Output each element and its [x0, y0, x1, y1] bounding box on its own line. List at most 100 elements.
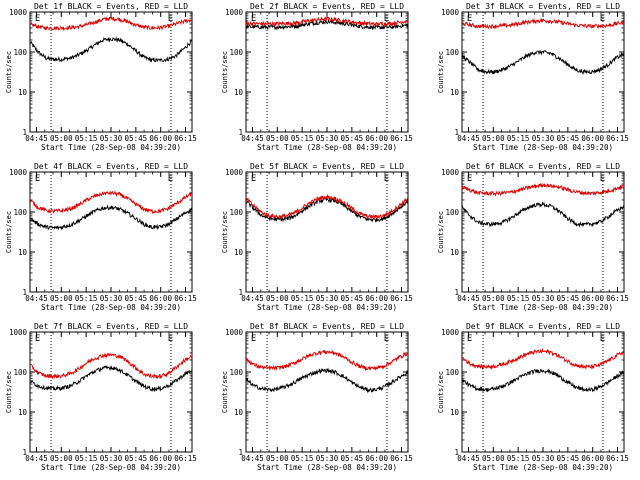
y-axis-label: Counts/sec	[5, 51, 13, 93]
chart-panel-6: Det 6f BLACK = Events, RED = LLD 1 10 100 10…	[437, 162, 629, 312]
x-tick-label: 05:30	[316, 134, 339, 143]
event-marker: E	[384, 334, 389, 344]
y-tick-label: 1	[238, 288, 243, 297]
chart-title: Det 1f BLACK = Events, RED = LLD	[34, 2, 188, 11]
event-marker: E	[600, 14, 605, 24]
y-axis-label: Counts/sec	[221, 211, 229, 253]
x-tick-label: 04:45	[241, 134, 264, 143]
x-tick-label: 05:45	[557, 134, 580, 143]
y-tick-label: 1000	[9, 8, 28, 17]
x-tick-label: 05:45	[557, 454, 580, 463]
event-marker: E	[467, 14, 472, 24]
lld-series-line	[29, 16, 193, 32]
x-tick-label: 05:15	[291, 294, 314, 303]
plot-frame	[461, 171, 625, 293]
event-marker: E	[251, 334, 256, 344]
chart-panel-7: Det 7f BLACK = Events, RED = LLD 1 10 100 10…	[5, 322, 197, 472]
x-tick-label: 05:30	[316, 454, 339, 463]
x-tick-label: 04:45	[25, 134, 48, 143]
x-tick-label: 04:45	[241, 454, 264, 463]
y-tick-label: 10	[18, 408, 28, 417]
events-series-line	[461, 368, 625, 393]
y-tick-label: 1000	[9, 328, 28, 337]
x-tick-label: 06:15	[606, 294, 629, 303]
events-series-line	[29, 36, 193, 63]
x-tick-label: 06:15	[174, 134, 197, 143]
x-tick-label: 05:00	[50, 454, 73, 463]
event-marker: E	[168, 334, 173, 344]
x-tick-label: 06:15	[606, 134, 629, 143]
x-tick-label: 06:15	[390, 294, 413, 303]
y-axis-label: Counts/sec	[437, 211, 445, 253]
x-tick-label: 06:00	[149, 134, 172, 143]
y-tick-label: 100	[445, 208, 459, 217]
x-tick-label: 05:00	[482, 294, 505, 303]
x-tick-label: 05:45	[125, 294, 148, 303]
x-tick-label: 04:45	[457, 294, 480, 303]
y-tick-label: 1000	[441, 168, 460, 177]
y-axis-label: Counts/sec	[221, 51, 229, 93]
x-tick-label: 06:00	[365, 454, 388, 463]
events-series-line	[461, 201, 625, 228]
events-series-line	[461, 50, 625, 75]
events-series-line	[30, 365, 193, 393]
x-tick-label: 06:15	[174, 294, 197, 303]
y-tick-label: 10	[234, 248, 244, 257]
x-tick-label: 05:30	[100, 134, 123, 143]
y-axis-label: Counts/sec	[5, 371, 13, 413]
y-tick-label: 10	[450, 408, 460, 417]
event-marker: E	[35, 174, 40, 184]
chart-title: Det 3f BLACK = Events, RED = LLD	[466, 2, 620, 11]
y-tick-label: 10	[18, 88, 28, 97]
y-tick-label: 1	[454, 128, 459, 137]
event-marker: E	[600, 174, 605, 184]
y-axis-label: Counts/sec	[221, 371, 229, 413]
x-tick-label: 04:45	[25, 454, 48, 463]
x-axis-label: Start Time (28-Sep-08 04:39:20)	[41, 143, 181, 152]
event-marker: E	[384, 174, 389, 184]
x-tick-label: 06:15	[174, 454, 197, 463]
event-marker: E	[251, 174, 256, 184]
chart-panel-4: Det 4f BLACK = Events, RED = LLD 1 10 100 10…	[5, 162, 197, 312]
y-tick-label: 1000	[9, 168, 28, 177]
y-tick-label: 100	[13, 208, 27, 217]
chart-title: Det 4f BLACK = Events, RED = LLD	[34, 162, 188, 171]
y-tick-label: 100	[13, 368, 27, 377]
event-marker: E	[467, 334, 472, 344]
y-tick-label: 1000	[225, 168, 244, 177]
events-series-line	[245, 367, 409, 394]
x-tick-label: 05:45	[341, 454, 364, 463]
y-tick-label: 100	[13, 48, 27, 57]
x-tick-label: 06:00	[581, 134, 604, 143]
x-axis-label: Start Time (28-Sep-08 04:39:20)	[41, 303, 181, 312]
y-tick-label: 10	[234, 88, 244, 97]
x-tick-label: 05:15	[75, 294, 98, 303]
x-tick-label: 05:30	[532, 134, 555, 143]
y-tick-label: 1000	[225, 328, 244, 337]
x-axis-label: Start Time (28-Sep-08 04:39:20)	[473, 303, 613, 312]
y-tick-label: 1	[22, 288, 27, 297]
x-axis-label: Start Time (28-Sep-08 04:39:20)	[473, 463, 613, 472]
x-tick-label: 05:00	[482, 134, 505, 143]
x-tick-label: 05:15	[507, 454, 530, 463]
event-marker: E	[35, 334, 40, 344]
x-tick-label: 05:45	[341, 134, 364, 143]
x-tick-label: 05:45	[125, 134, 148, 143]
x-tick-label: 06:15	[390, 454, 413, 463]
x-tick-label: 05:00	[50, 294, 73, 303]
x-tick-label: 05:00	[50, 134, 73, 143]
x-tick-label: 05:15	[291, 134, 314, 143]
lld-series-line	[245, 16, 409, 28]
chart-panel-8: Det 8f BLACK = Events, RED = LLD 1 10 100 10…	[221, 322, 413, 472]
x-axis-label: Start Time (28-Sep-08 04:39:20)	[473, 143, 613, 152]
y-tick-label: 1000	[441, 328, 460, 337]
event-marker: E	[467, 174, 472, 184]
event-marker: E	[600, 334, 605, 344]
chart-panel-2: Det 2f BLACK = Events, RED = LLD 1 10 100 10…	[221, 2, 413, 152]
x-tick-label: 06:00	[581, 294, 604, 303]
plot-frame	[245, 11, 409, 133]
y-tick-label: 1	[454, 448, 459, 457]
event-marker: E	[35, 14, 40, 24]
x-tick-label: 05:15	[75, 134, 98, 143]
